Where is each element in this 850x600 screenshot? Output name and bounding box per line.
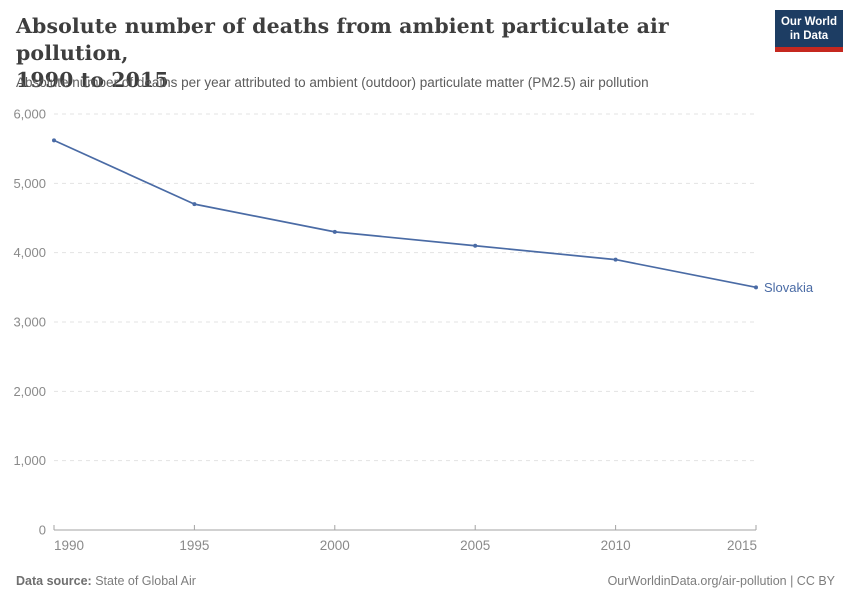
data-point[interactable]	[192, 202, 197, 207]
x-axis-tick-label: 2015	[727, 538, 757, 553]
data-source-value: State of Global Air	[91, 574, 196, 588]
y-axis-tick-label: 4,000	[13, 245, 46, 260]
y-axis-tick-label: 3,000	[13, 315, 46, 330]
owid-logo[interactable]: Our World in Data	[775, 10, 843, 52]
y-axis-tick-label: 5,000	[13, 176, 46, 191]
data-point[interactable]	[52, 138, 56, 143]
y-axis-tick-label: 6,000	[13, 107, 46, 122]
chart-title: Absolute number of deaths from ambient p…	[16, 13, 746, 94]
owid-url-license[interactable]: OurWorldinData.org/air-pollution | CC BY	[607, 574, 835, 588]
y-axis-tick-label: 2,000	[13, 384, 46, 399]
x-axis-tick-label: 2000	[320, 538, 350, 553]
x-axis-tick-label: 2005	[460, 538, 490, 553]
data-source-label: Data source:	[16, 574, 92, 588]
data-point[interactable]	[754, 285, 758, 290]
y-axis-tick-label: 1,000	[13, 453, 46, 468]
chart-title-line1: Absolute number of deaths from ambient p…	[16, 14, 669, 65]
data-source-note: Data source: State of Global Air	[16, 574, 196, 588]
data-point[interactable]	[473, 243, 478, 248]
chart-subtitle: Absolute number of deaths per year attri…	[16, 75, 649, 90]
data-point[interactable]	[613, 257, 618, 262]
owid-logo-red-bar	[775, 47, 843, 52]
y-axis-tick-label: 0	[39, 523, 46, 538]
chart-title-line2: 1990 to 2015	[16, 68, 169, 92]
chart-footer: Data source: State of Global Air OurWorl…	[16, 574, 835, 588]
x-axis-tick-label: 2010	[601, 538, 631, 553]
owid-logo-text: Our World in Data	[775, 10, 843, 47]
x-axis-tick-label: 1990	[54, 538, 84, 553]
data-point[interactable]	[332, 229, 337, 234]
series-line-slovakia[interactable]	[53, 139, 757, 289]
x-axis-tick-label: 1995	[179, 538, 209, 553]
series-end-label[interactable]: Slovakia	[764, 280, 814, 295]
line-chart[interactable]: 0 1,000 2,000 3,000 4,000 5,000 6,000 1990 1995 2…	[0, 100, 850, 570]
